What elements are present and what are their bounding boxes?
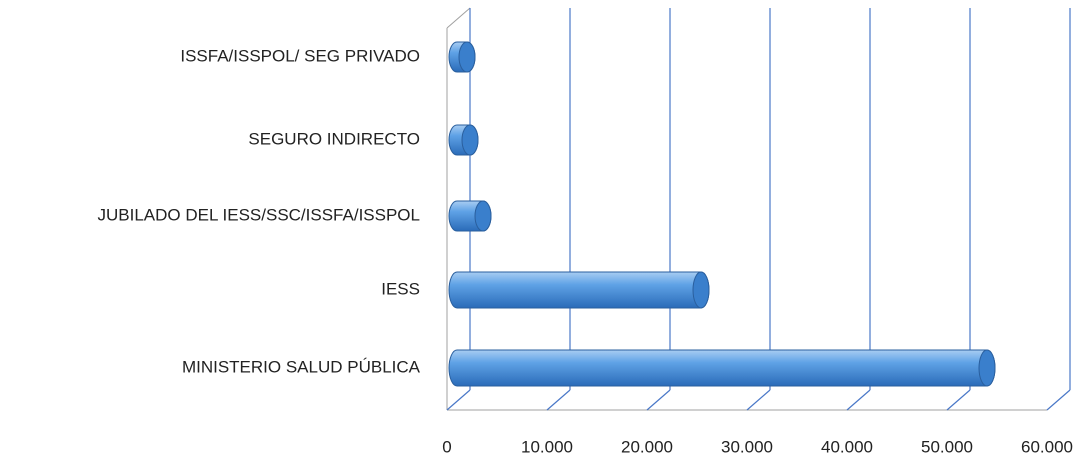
bar: [448, 41, 476, 73]
y-tick-label: MINISTERIO SALUD PÚBLICA: [182, 357, 421, 376]
bar: [448, 200, 492, 232]
floor-tick: [446, 389, 471, 411]
floor-tick: [546, 389, 571, 411]
bar: [448, 124, 479, 156]
y-tick-label: SEGURO INDIRECTO: [248, 129, 420, 148]
bar-part: [692, 271, 710, 309]
floor-tick: [1046, 389, 1071, 411]
bar-part: [978, 349, 996, 387]
x-tick-label: 20.000: [621, 437, 673, 456]
x-tick-label: 40.000: [821, 437, 873, 456]
x-tick-label: 60.000: [1021, 437, 1073, 456]
bar-part: [448, 271, 710, 309]
bar-part: [474, 200, 492, 232]
floor-tick: [746, 389, 771, 411]
floor-tick: [946, 389, 971, 411]
y-tick-label: JUBILADO DEL IESS/SSC/ISSFA/ISSPOL: [98, 205, 421, 224]
x-tick-label: 10.000: [521, 437, 573, 456]
x-tick-label: 30.000: [721, 437, 773, 456]
bar-part: [461, 124, 479, 156]
y-tick-label: ISSFA/ISSPOL/ SEG PRIVADO: [180, 46, 420, 65]
x-tick-label: 0: [442, 437, 451, 456]
x-tick-label: 50.000: [921, 437, 973, 456]
y-tick-label: IESS: [381, 279, 420, 298]
floor-tick: [646, 389, 671, 411]
floor-tick: [846, 389, 871, 411]
wall-edge: [446, 7, 471, 29]
bar-part: [458, 41, 476, 73]
bar-part: [448, 349, 996, 387]
bar: [448, 349, 996, 387]
bar: [448, 271, 710, 309]
